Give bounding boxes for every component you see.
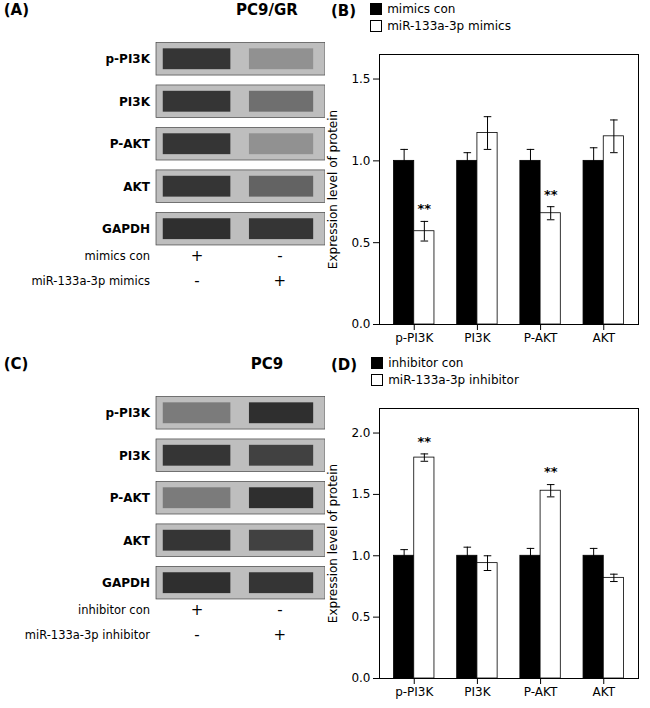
- svg-text:**: **: [544, 187, 558, 202]
- svg-text:PI3K: PI3K: [119, 95, 151, 109]
- svg-text:0.5: 0.5: [351, 236, 370, 250]
- html-text:(D): (D): [331, 356, 358, 374]
- svg-text:2.0: 2.0: [351, 426, 370, 440]
- svg-text:**: **: [418, 201, 432, 216]
- svg-text:P-AKT: P-AKT: [110, 137, 151, 151]
- html-text:miR-133a-3p mimics: miR-133a-3p mimics: [387, 19, 511, 33]
- svg-text:-: -: [277, 247, 282, 265]
- svg-text:+: +: [191, 601, 204, 619]
- svg-text:GAPDH: GAPDH: [102, 576, 150, 590]
- svg-text:0.5: 0.5: [351, 610, 370, 624]
- svg-text:1.0: 1.0: [351, 549, 370, 563]
- svg-text:AKT: AKT: [593, 685, 616, 699]
- svg-text:1.5: 1.5: [351, 487, 370, 501]
- svg-text:-: -: [194, 626, 199, 644]
- svg-text:inhibitor con: inhibitor con: [78, 603, 150, 617]
- html-text:miR-133a-3p inhibitor: miR-133a-3p inhibitor: [388, 373, 519, 387]
- svg-text:p-PI3K: p-PI3K: [106, 52, 151, 66]
- svg-text:0.0: 0.0: [351, 317, 370, 331]
- svg-text:PI3K: PI3K: [464, 331, 491, 345]
- svg-text:PC9/GR: PC9/GR: [236, 1, 298, 19]
- html-text:mimics con: mimics con: [387, 2, 456, 16]
- html-text:(B): (B): [331, 2, 357, 20]
- svg-text:**: **: [544, 464, 558, 479]
- svg-text:GAPDH: GAPDH: [102, 222, 150, 236]
- svg-text:p-PI3K: p-PI3K: [395, 331, 434, 345]
- svg-text:(C): (C): [4, 355, 29, 373]
- svg-text:miR-133a-3p inhibitor: miR-133a-3p inhibitor: [25, 628, 150, 642]
- svg-text:P-AKT: P-AKT: [524, 331, 558, 345]
- svg-text:1.5: 1.5: [351, 72, 370, 86]
- svg-text:1.0: 1.0: [351, 154, 370, 168]
- svg-text:mimics con: mimics con: [85, 249, 150, 263]
- svg-text:AKT: AKT: [593, 331, 616, 345]
- svg-text:PI3K: PI3K: [119, 449, 151, 463]
- svg-text:p-PI3K: p-PI3K: [395, 685, 434, 699]
- svg-text:p-PI3K: p-PI3K: [106, 406, 151, 420]
- svg-text:PI3K: PI3K: [464, 685, 491, 699]
- svg-text:Expression level of protein: Expression level of protein: [326, 110, 340, 269]
- html-text:inhibitor con: inhibitor con: [388, 356, 464, 370]
- svg-text:+: +: [274, 272, 287, 290]
- svg-text:miR-133a-3p mimics: miR-133a-3p mimics: [31, 274, 150, 288]
- svg-text:P-AKT: P-AKT: [524, 685, 558, 699]
- svg-text:AKT: AKT: [123, 180, 151, 194]
- svg-text:**: **: [418, 434, 432, 449]
- svg-text:-: -: [277, 601, 282, 619]
- svg-text:+: +: [191, 247, 204, 265]
- svg-text:AKT: AKT: [123, 534, 151, 548]
- svg-text:-: -: [194, 272, 199, 290]
- svg-text:0.0: 0.0: [351, 671, 370, 685]
- svg-text:P-AKT: P-AKT: [110, 491, 151, 505]
- svg-text:PC9: PC9: [251, 355, 283, 373]
- svg-text:+: +: [274, 626, 287, 644]
- svg-text:Expression level of protein: Expression level of protein: [326, 464, 340, 623]
- svg-text:(A): (A): [4, 1, 29, 19]
